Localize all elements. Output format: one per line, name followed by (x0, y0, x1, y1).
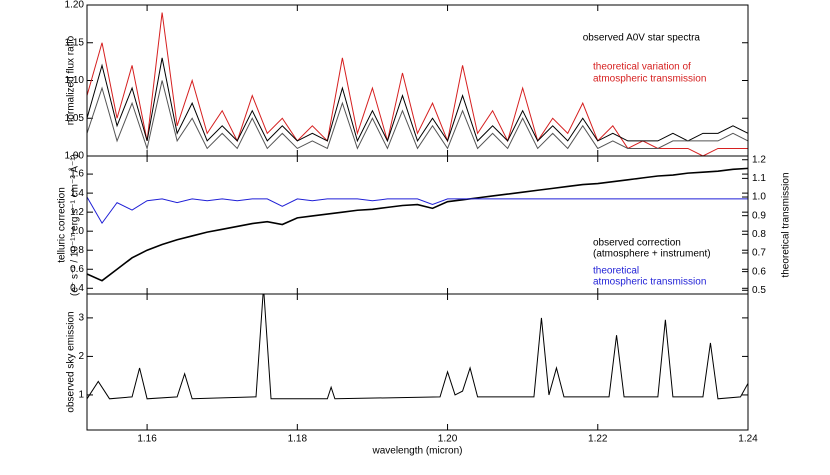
y-tick-label: 1 (78, 390, 84, 401)
x-tick-label: 1.18 (288, 434, 308, 445)
y-axis-label: normalized flux ratio (66, 35, 77, 125)
y-tick-label: 1.00 (65, 151, 85, 162)
annotation: observed A0V star spectra (583, 33, 701, 44)
annotation: observed correction (593, 238, 681, 249)
series-line (87, 196, 748, 225)
y2-tick-label: 0.7 (752, 248, 766, 259)
x-tick-label: 1.20 (438, 434, 458, 445)
y2-tick-label: 0.9 (752, 210, 766, 221)
y-tick-label: 1.20 (65, 0, 85, 11)
y-tick-label: 2 (78, 351, 84, 362)
annotation: atmospheric transmission (593, 74, 706, 85)
y-tick-label: 1.05 (65, 113, 85, 124)
x-tick-label: 1.16 (137, 434, 157, 445)
x-tick-label: 1.22 (588, 434, 608, 445)
series-line (87, 294, 748, 400)
series-line (87, 80, 748, 151)
series-line (87, 57, 748, 143)
x-tick-label: 1.24 (738, 434, 758, 445)
y2-tick-label: 1.1 (752, 173, 766, 184)
y-tick-label: 1.0 (70, 226, 84, 237)
annotation: theoretical (593, 266, 639, 277)
y2-tick-label: 0.5 (752, 285, 766, 296)
y-tick-label: 0.6 (70, 264, 84, 275)
y-tick-label: 0.4 (70, 283, 84, 294)
y-tick-label: 1.10 (65, 75, 85, 86)
annotation: atmospheric transmission (593, 277, 706, 288)
y2-tick-label: 1.2 (752, 154, 766, 165)
y2-tick-label: 0.8 (752, 229, 766, 240)
y-tick-label: 3 (78, 313, 84, 324)
y-axis-label: (e⁻ s⁻¹ / 10⁻¹⁷ erg s⁻¹ cm⁻² Å⁻¹) (68, 154, 81, 296)
annotation: theoretical variation of (593, 62, 691, 73)
panel-frame (86, 293, 749, 431)
y-axis-label: telluric correction (57, 187, 68, 263)
y2-tick-label: 1.0 (752, 192, 766, 203)
y-tick-label: 1.4 (70, 188, 84, 199)
y-tick-label: 1.15 (65, 37, 85, 48)
x-axis-label: wavelength (micron) (371, 446, 462, 457)
y-tick-label: 1.6 (70, 169, 84, 180)
y-tick-label: 1.2 (70, 207, 84, 218)
annotation: (atmosphere + instrument) (593, 249, 711, 260)
series-line (87, 12, 748, 156)
y-axis-label: observed sky emission (66, 311, 77, 412)
y2-tick-label: 0.6 (752, 266, 766, 277)
series-line (87, 167, 748, 282)
y-tick-label: 0.8 (70, 245, 84, 256)
y2-axis-label: theoretical transmission (781, 172, 792, 277)
